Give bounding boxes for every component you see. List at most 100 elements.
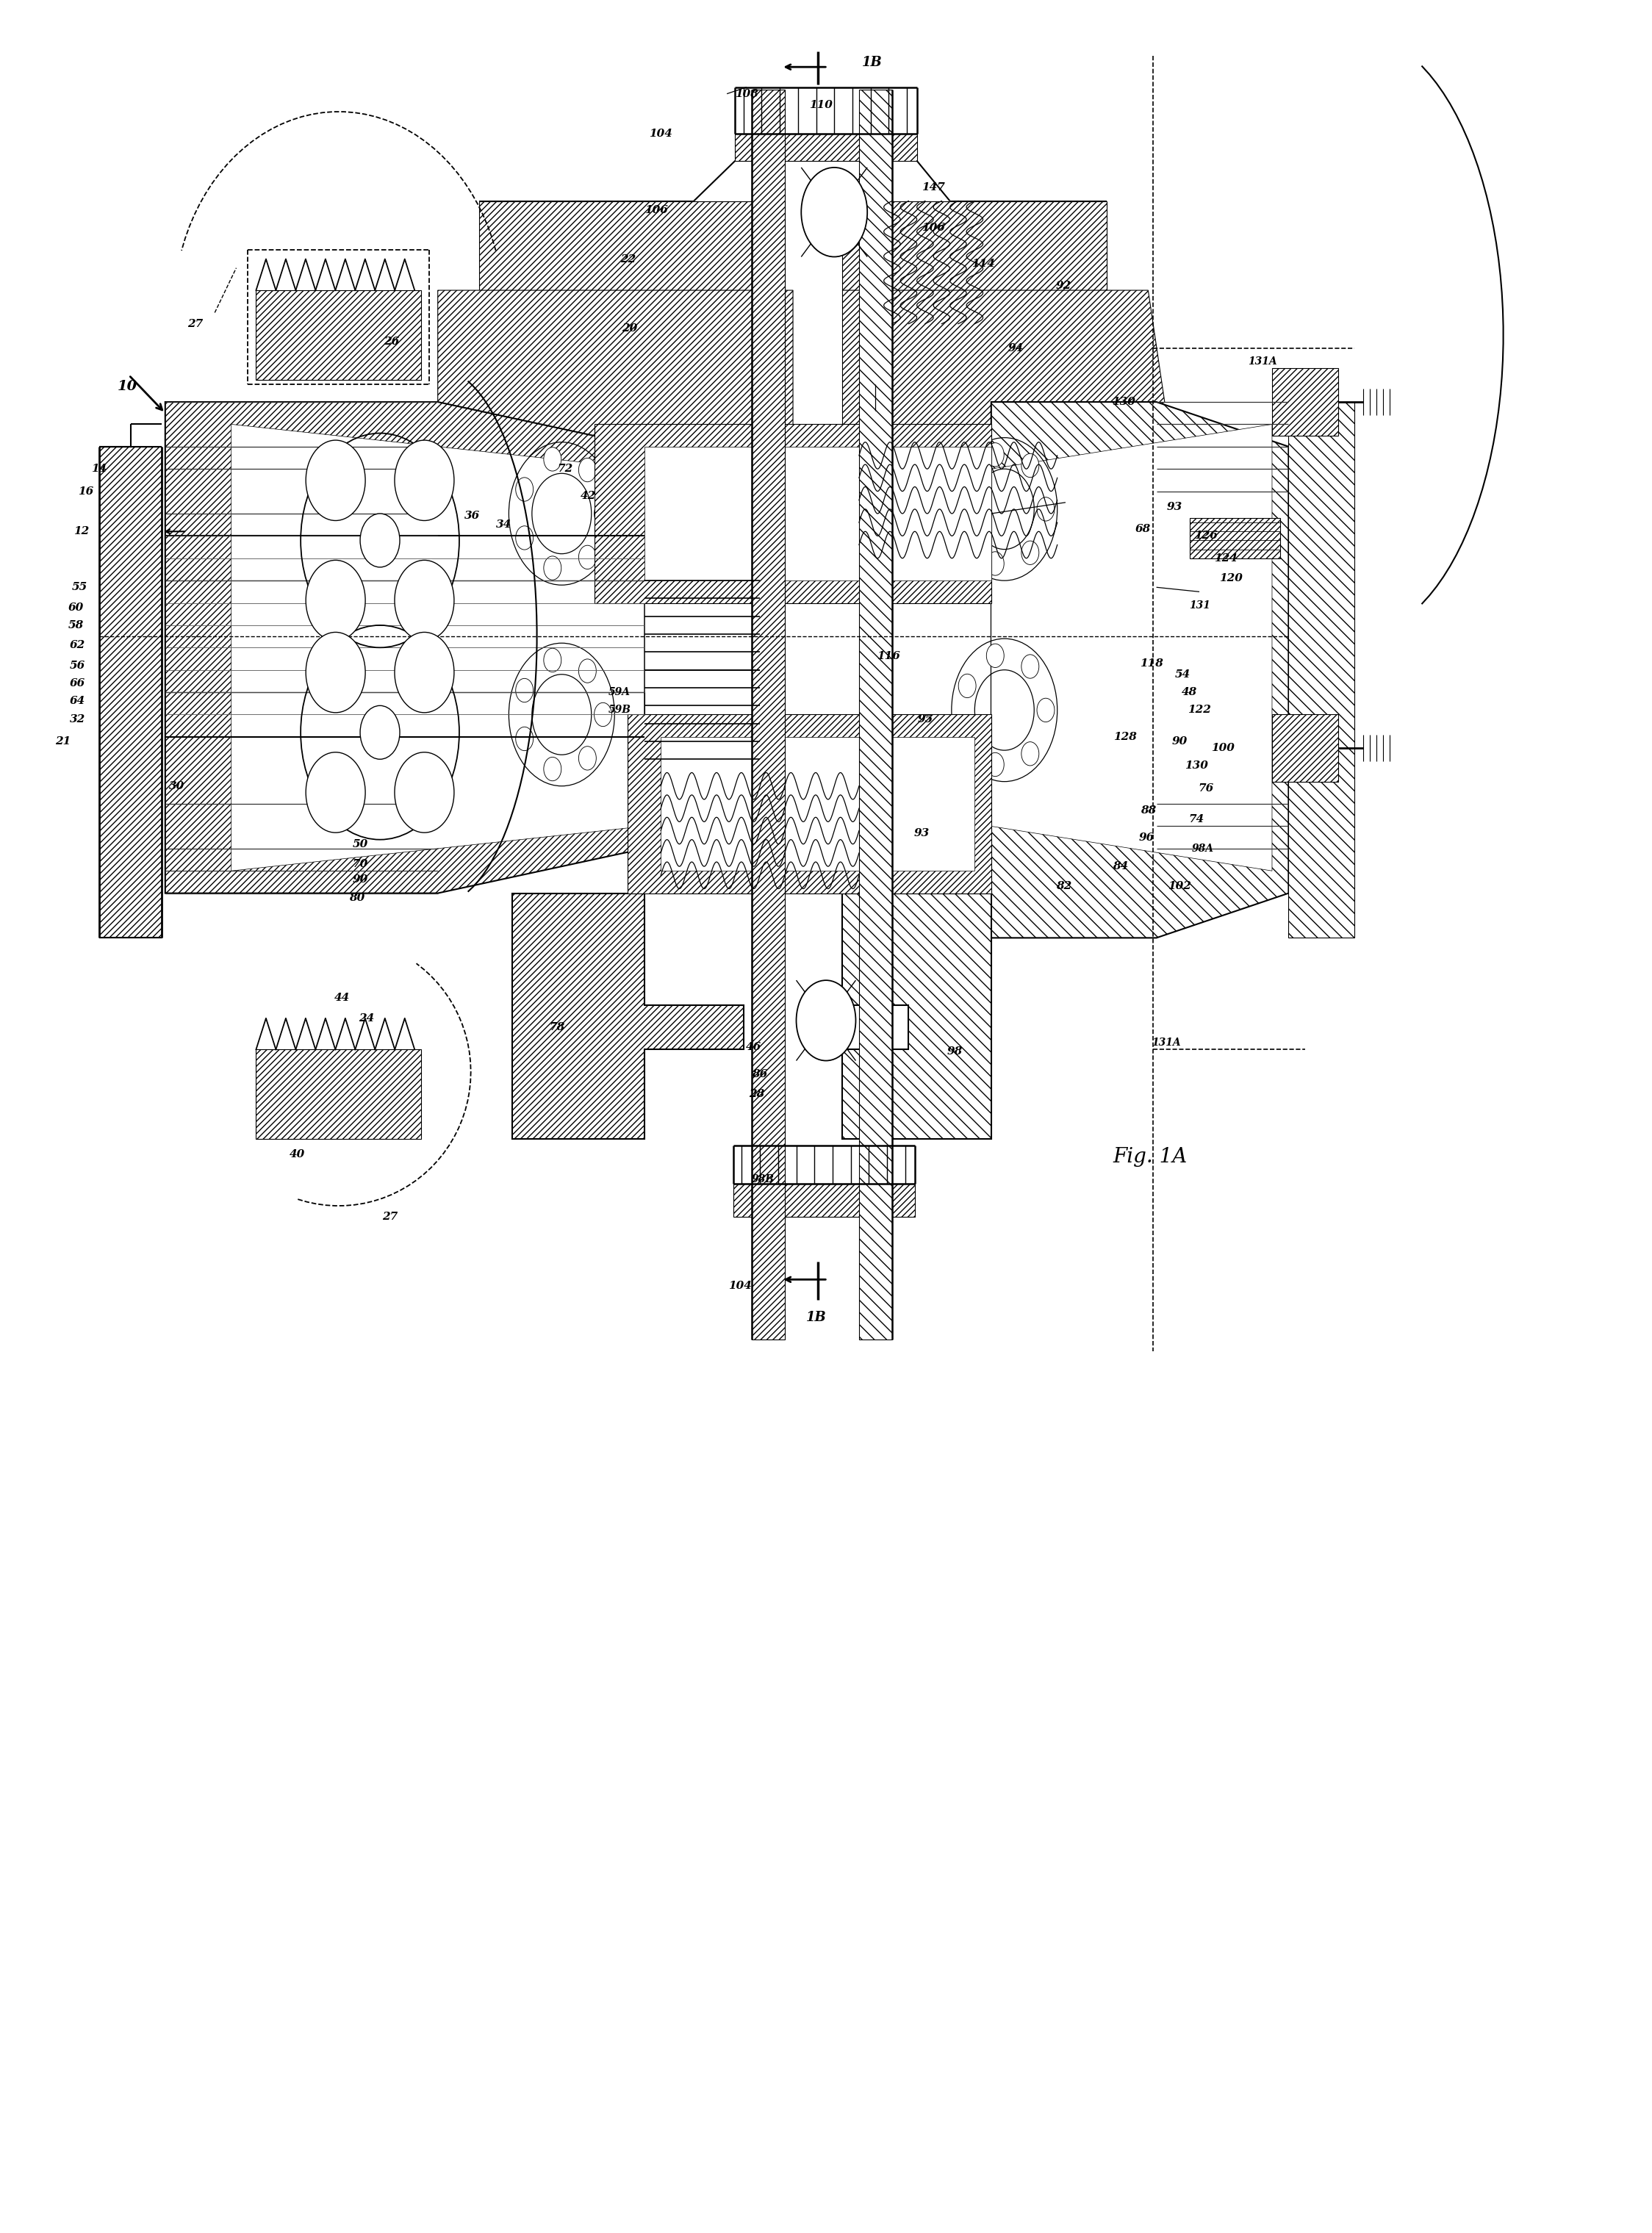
Polygon shape: [99, 447, 162, 938]
Text: 93: 93: [914, 828, 930, 837]
Circle shape: [986, 442, 1004, 467]
Polygon shape: [438, 290, 793, 447]
Text: 34: 34: [496, 520, 512, 529]
Polygon shape: [1272, 715, 1338, 782]
Text: 98A: 98A: [1191, 844, 1214, 853]
Circle shape: [544, 447, 562, 471]
Polygon shape: [843, 893, 991, 1139]
Circle shape: [515, 478, 534, 500]
Polygon shape: [1272, 368, 1338, 435]
Text: 124: 124: [1214, 554, 1237, 563]
Text: 58: 58: [68, 621, 84, 630]
Text: 106: 106: [644, 205, 667, 214]
Polygon shape: [562, 536, 644, 581]
Text: 114: 114: [971, 259, 995, 268]
Polygon shape: [512, 893, 743, 1139]
Text: 40: 40: [289, 1150, 306, 1159]
Circle shape: [1021, 540, 1039, 565]
Text: 98: 98: [947, 1047, 963, 1056]
Text: 12: 12: [73, 527, 89, 536]
Text: 52: 52: [334, 793, 350, 802]
Text: 108: 108: [735, 89, 758, 98]
Circle shape: [395, 753, 454, 833]
Polygon shape: [165, 536, 231, 581]
Text: 28: 28: [748, 1090, 765, 1099]
Text: 26: 26: [383, 337, 400, 346]
Polygon shape: [644, 447, 991, 581]
Text: 102: 102: [1168, 882, 1191, 891]
Text: 104: 104: [729, 1282, 752, 1291]
Text: 86: 86: [752, 1070, 768, 1079]
Text: 54: 54: [1175, 670, 1191, 679]
Text: 42: 42: [580, 491, 596, 500]
Text: 64: 64: [69, 697, 86, 706]
Circle shape: [1037, 699, 1054, 721]
Circle shape: [986, 643, 1004, 668]
Circle shape: [544, 556, 562, 581]
Text: 21: 21: [55, 737, 71, 746]
Text: 104: 104: [649, 130, 672, 138]
Circle shape: [801, 167, 867, 257]
Polygon shape: [595, 424, 991, 603]
Text: 130: 130: [1112, 397, 1135, 406]
Polygon shape: [165, 402, 644, 893]
Circle shape: [1021, 741, 1039, 766]
Text: 118: 118: [1140, 659, 1163, 668]
Circle shape: [306, 753, 365, 833]
Text: 78: 78: [548, 1023, 565, 1032]
Text: 59A: 59A: [608, 688, 631, 697]
Polygon shape: [843, 290, 1165, 447]
Text: 22: 22: [620, 255, 636, 263]
Circle shape: [306, 440, 365, 520]
Text: 10: 10: [117, 380, 137, 393]
Circle shape: [395, 440, 454, 520]
Text: 24: 24: [358, 1014, 375, 1023]
Text: 46: 46: [745, 1043, 762, 1052]
Circle shape: [306, 560, 365, 641]
Text: 36: 36: [464, 511, 481, 520]
Text: 38: 38: [423, 498, 439, 507]
Circle shape: [578, 746, 596, 770]
Text: 59B: 59B: [608, 706, 631, 715]
Text: 110: 110: [809, 100, 833, 109]
Text: 55: 55: [71, 583, 88, 592]
Circle shape: [578, 458, 596, 482]
Circle shape: [515, 527, 534, 549]
Text: 131: 131: [1189, 601, 1209, 610]
Circle shape: [595, 502, 611, 525]
Text: 147: 147: [922, 183, 945, 192]
Text: 56: 56: [69, 661, 86, 670]
Polygon shape: [628, 715, 991, 893]
Text: 72: 72: [557, 464, 573, 473]
Text: 27: 27: [382, 1213, 398, 1221]
Text: 62: 62: [69, 641, 86, 650]
Text: 30: 30: [169, 782, 185, 790]
Text: 27: 27: [187, 319, 203, 328]
Circle shape: [958, 523, 976, 545]
Text: 90: 90: [1171, 737, 1188, 746]
Polygon shape: [661, 737, 975, 871]
Text: 120: 120: [1219, 574, 1242, 583]
Circle shape: [395, 560, 454, 641]
Circle shape: [578, 545, 596, 569]
Text: 130: 130: [1184, 761, 1208, 770]
Polygon shape: [1189, 518, 1280, 558]
Polygon shape: [735, 134, 917, 161]
Text: 48: 48: [1181, 688, 1198, 697]
Polygon shape: [1289, 402, 1355, 938]
Circle shape: [986, 552, 1004, 576]
Polygon shape: [752, 89, 785, 1340]
Circle shape: [958, 473, 976, 496]
Text: 14: 14: [91, 464, 107, 473]
Text: 1B: 1B: [806, 1311, 826, 1324]
Text: 84: 84: [1112, 862, 1128, 871]
Text: 18: 18: [347, 607, 363, 616]
Circle shape: [578, 659, 596, 683]
Text: 88: 88: [1140, 806, 1156, 815]
Circle shape: [544, 757, 562, 782]
Text: 66: 66: [69, 679, 86, 688]
Text: 131A: 131A: [1247, 357, 1277, 366]
Polygon shape: [479, 201, 785, 290]
Text: 74: 74: [1188, 815, 1204, 824]
Text: 82: 82: [1056, 882, 1072, 891]
